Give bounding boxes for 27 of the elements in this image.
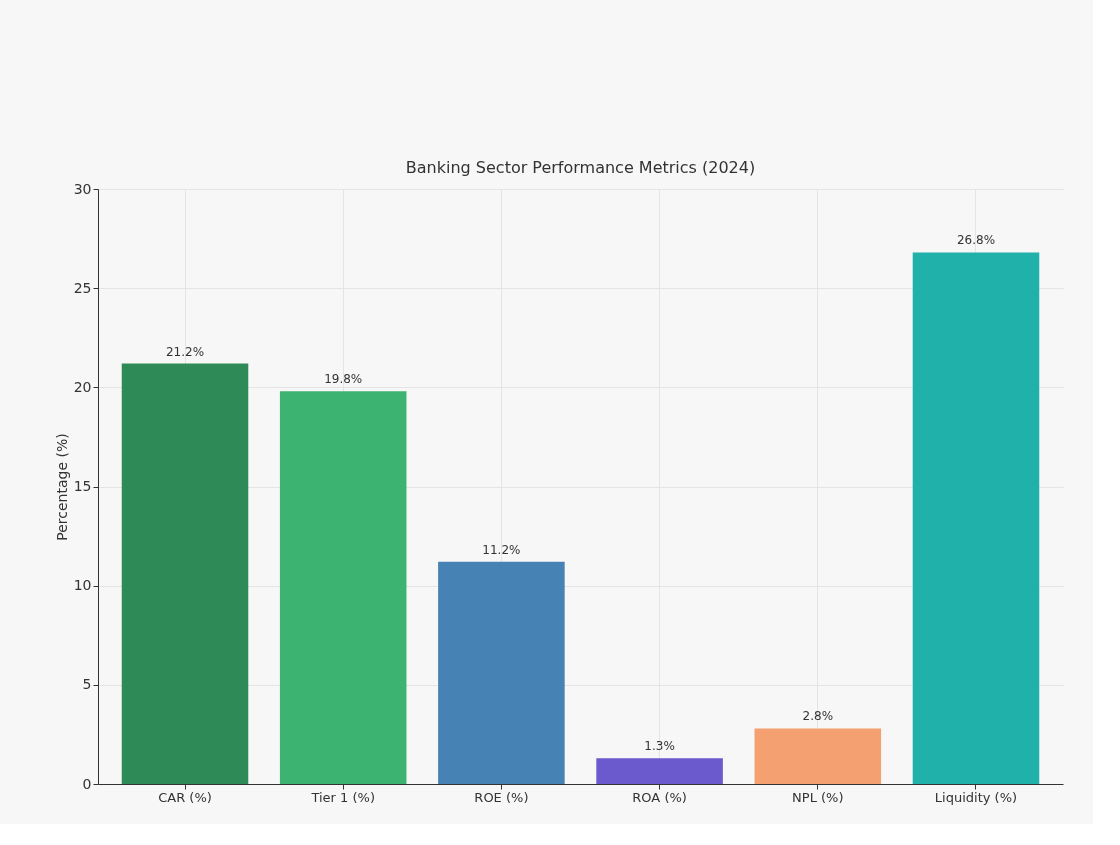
x-tick-label: NPL (%) [792, 789, 844, 805]
data-label: 21.2% [165, 344, 205, 359]
bar [754, 728, 882, 784]
x-tick-label: CAR (%) [158, 789, 212, 805]
y-tick-label: 10 [73, 577, 92, 594]
x-tick-label: Liquidity (%) [934, 789, 1018, 805]
bar [121, 363, 249, 784]
x-tick-label: ROA (%) [632, 789, 687, 805]
y-tick-label: 15 [73, 478, 92, 494]
data-label: 26.8% [956, 233, 996, 248]
bar [912, 252, 1040, 784]
bar [438, 561, 565, 784]
bar [279, 391, 407, 784]
bar [596, 758, 723, 784]
y-tick-label: 20 [73, 378, 92, 395]
y-axis-title: Percentage (%) [53, 433, 70, 541]
chart-title: Banking Sector Performance Metrics (2024) [405, 158, 756, 177]
x-tick-label: ROE (%) [474, 789, 529, 805]
data-label: 1.3% [644, 739, 675, 754]
y-tick-label: 25 [73, 279, 92, 296]
data-label: 11.2% [482, 542, 521, 557]
y-tick-label: 30 [73, 180, 92, 197]
x-tick-label: Tier 1 (%) [310, 789, 375, 805]
y-tick-label: 5 [82, 676, 92, 693]
y-tick-label: 0 [82, 775, 92, 792]
data-label: 19.8% [324, 372, 363, 387]
data-label: 2.8% [802, 709, 834, 724]
